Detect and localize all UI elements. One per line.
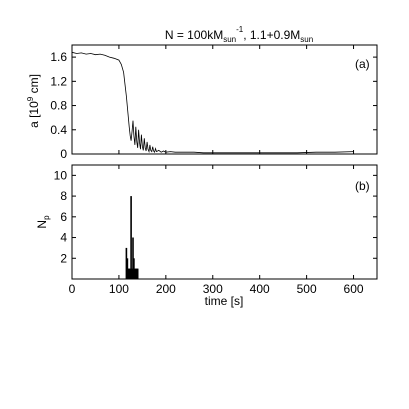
panel-label-b: (b)	[355, 179, 370, 193]
x-tick-label: 500	[297, 282, 317, 296]
panel-a-frame	[71, 44, 378, 155]
x-axis-label: time [s]	[205, 294, 244, 308]
y-tick-label-a: 0.8	[50, 99, 67, 113]
y-tick-label-b: 6	[60, 210, 67, 224]
x-tick-label: 600	[344, 282, 364, 296]
y-tick-label-b: 4	[60, 231, 67, 245]
bar	[126, 258, 129, 279]
y-tick-label-a: 0	[60, 147, 67, 161]
y-tick-label-b: 10	[54, 168, 68, 182]
y-axis-label-b: Np	[35, 215, 51, 229]
y-tick-label-b: 2	[60, 251, 67, 265]
y-axis-label-a: a [109 cm]	[26, 74, 41, 128]
panel-b: 2 4 6 8 10 0 100 200 300 400 500 600 (b) Np time […	[35, 164, 378, 308]
bar	[127, 268, 130, 279]
panel-b-frame	[71, 164, 378, 280]
series-line	[71, 51, 354, 154]
bar	[136, 268, 138, 279]
bar	[135, 268, 137, 279]
x-tick-label: 400	[250, 282, 270, 296]
bar	[131, 268, 133, 279]
y-tick-label-a: 0.4	[50, 123, 67, 137]
bar	[133, 258, 135, 279]
bar	[136, 268, 139, 279]
x-tick-label: 100	[109, 282, 129, 296]
bar	[129, 268, 131, 279]
x-tick-label: 300	[203, 282, 223, 296]
bar	[134, 268, 136, 279]
x-tick-label: 200	[156, 282, 176, 296]
bar	[128, 268, 130, 279]
panel-label-a: (a)	[355, 57, 370, 71]
bar	[125, 247, 128, 279]
bar	[130, 196, 132, 279]
chart-title: N = 100kMsun-1, 1.1+0.9Msun	[165, 25, 313, 44]
y-tick-label-a: 1.2	[50, 74, 67, 88]
y-tick-label-a: 1.6	[50, 50, 67, 64]
panel-a: 0 0.4 0.8 1.2 1.6 (a) a [109 cm]	[26, 44, 378, 161]
x-tick-label: 0	[69, 282, 76, 296]
y-tick-label-b: 8	[60, 189, 67, 203]
bar	[132, 237, 134, 279]
